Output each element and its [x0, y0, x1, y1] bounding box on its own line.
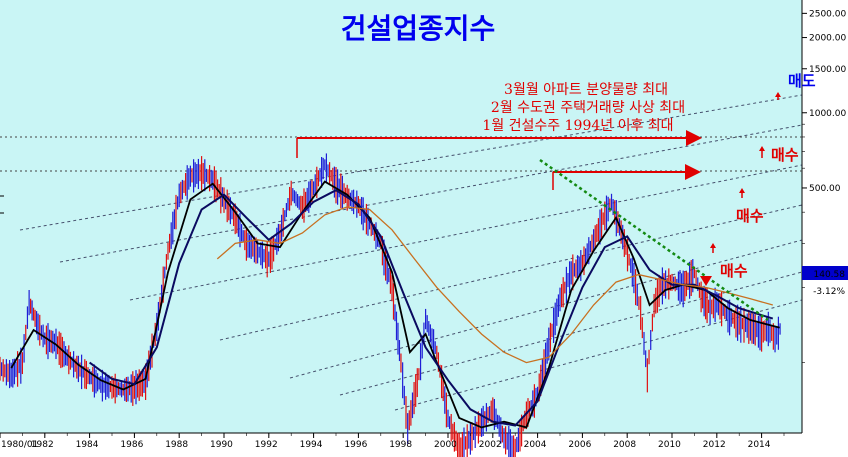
x-tick-label: 1986 [120, 440, 143, 450]
last-change-label: -3.12% [813, 287, 845, 297]
x-tick-label: 2012 [703, 440, 726, 450]
x-axis-panel [0, 433, 848, 457]
annotation-line-2: 2월 수도권 주택거래량 사상 최대 [491, 100, 685, 116]
ma-long-line [216, 206, 773, 364]
moving-averages [10, 180, 780, 429]
annotation-line-3: 1월 건설수주 1994년 이후 최대 [482, 118, 673, 134]
x-tick-label: 1984 [76, 440, 99, 450]
x-tick-label: 2014 [748, 440, 771, 450]
x-tick-label: 1982 [31, 440, 54, 450]
signal-arrow-head [775, 92, 781, 97]
sell-signal-label: 매도 [788, 72, 816, 90]
buy-signal-label-2: 매수 [736, 207, 764, 225]
last-bar-marker [700, 276, 712, 286]
y-tick-label: 500.00 [809, 184, 841, 194]
channel-line [289, 239, 803, 379]
x-tick-label: 1996 [344, 440, 367, 450]
y-tick-label: 1500.00 [809, 65, 846, 75]
x-tick-label: 1992 [255, 440, 278, 450]
x-tick-label: 2008 [613, 440, 636, 450]
annotation-line-1: 3월월 아파트 분양물량 최대 [504, 82, 668, 98]
buy-signal-label-1: 매수 [771, 146, 799, 164]
x-tick-label: 1990 [210, 440, 233, 450]
signal-arrow-head [739, 188, 745, 193]
y-axis-ticks: 2500.00 2000.00 1500.00 1000.00 500.00 [802, 9, 846, 363]
ma-short-line [10, 180, 780, 429]
x-tick-label: 1998 [389, 440, 412, 450]
channel-line [129, 164, 803, 301]
last-value-label: 140.58 [814, 270, 846, 280]
x-tick-label: 2006 [568, 440, 591, 450]
signal-arrow-head [710, 243, 716, 248]
ma-mid-line [89, 189, 774, 427]
channel-line [394, 299, 803, 411]
buy-signal-label-3: 매수 [720, 262, 748, 280]
channel-line [19, 94, 803, 231]
y-tick-label: 1000.00 [809, 109, 846, 119]
overlays [0, 92, 781, 322]
x-tick-label: 1980/01 [1, 440, 38, 450]
downtrend-line [539, 158, 769, 322]
signal-arrow-head [759, 146, 765, 151]
x-tick-label: 2010 [658, 440, 681, 450]
x-tick-label: 1988 [165, 440, 188, 450]
x-tick-label: 2002 [479, 440, 502, 450]
y-axis-panel [802, 0, 848, 433]
x-tick-label: 2000 [434, 440, 457, 450]
x-tick-label: 1994 [300, 440, 323, 450]
y-tick-label: 2000.00 [809, 34, 846, 44]
x-tick-label: 2004 [524, 440, 547, 450]
y-tick-label: 2500.00 [809, 9, 846, 19]
chart-title: 건설업종지수 [341, 12, 496, 45]
last-value-box [802, 266, 848, 280]
